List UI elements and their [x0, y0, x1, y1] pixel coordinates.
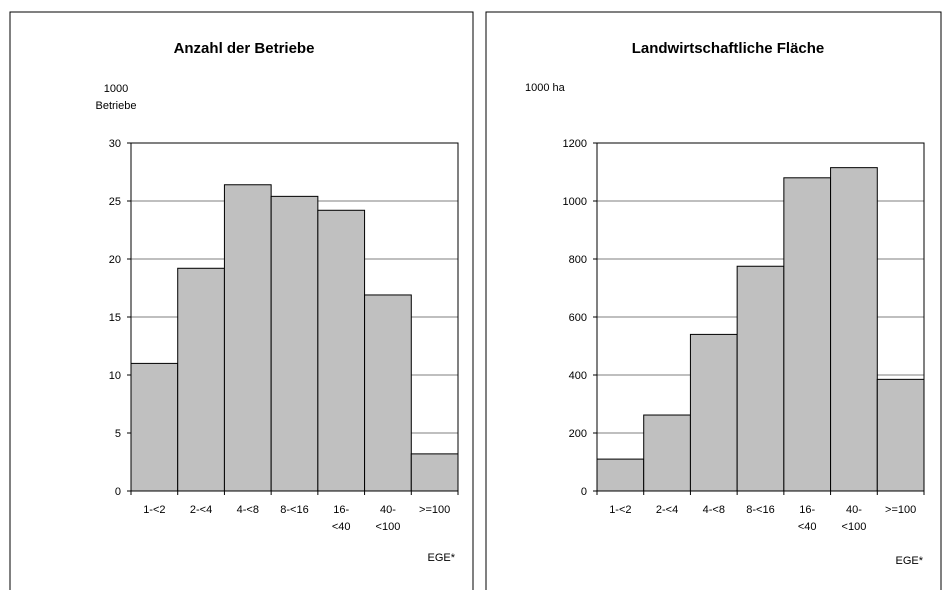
- x-tick-label: 4-<8: [703, 504, 725, 516]
- y-axis-unit-line-1: 1000 ha: [525, 82, 566, 94]
- x-tick-labels: 1-<2 2-<4 4-<8 8-<16 16- <40 40- <100 >=100: [596, 491, 925, 533]
- bar: [317, 209, 366, 492]
- x-tick-label: 16-: [799, 504, 815, 516]
- y-axis-unit-line-2: Betriebe: [96, 100, 137, 112]
- y-tick-labels: 0 5 10 15 20 25 30: [109, 138, 131, 498]
- bar: [177, 267, 225, 492]
- x-tick-label: 8-<16: [280, 504, 308, 516]
- bar: [223, 184, 272, 492]
- x-tick-label: 16-: [333, 504, 349, 516]
- x-tick-label: 2-<4: [656, 504, 678, 516]
- x-tick-label: <40: [332, 521, 351, 533]
- x-tick-label: <100: [376, 521, 401, 533]
- bar: [643, 414, 691, 492]
- bar: [876, 378, 925, 492]
- chart-title: Anzahl der Betriebe: [174, 40, 315, 57]
- x-tick-label: 40-: [846, 504, 862, 516]
- y-tick-label: 0: [115, 486, 121, 498]
- x-tick-label: <100: [842, 521, 867, 533]
- y-tick-label: 1000: [563, 196, 587, 208]
- y-axis-unit-line-1: 1000: [104, 83, 128, 95]
- x-tick-label: 40-: [380, 504, 396, 516]
- x-tick-label: >=100: [419, 504, 450, 516]
- y-tick-label: 400: [569, 370, 587, 382]
- y-tick-label: 5: [115, 428, 121, 440]
- y-tick-label: 1200: [563, 138, 587, 150]
- x-tick-label: 1-<2: [143, 504, 165, 516]
- x-axis-unit: EGE*: [895, 555, 923, 567]
- y-tick-label: 30: [109, 138, 121, 150]
- bar: [364, 294, 412, 492]
- y-tick-label: 800: [569, 254, 587, 266]
- y-tick-label: 600: [569, 312, 587, 324]
- chart-title: Landwirtschaftliche Fläche: [632, 40, 825, 57]
- y-tick-label: 15: [109, 312, 121, 324]
- chart-panel-betriebe: Anzahl der Betriebe 1000 Betriebe 0 5 10 15…: [9, 11, 474, 590]
- bar: [736, 265, 785, 492]
- y-tick-labels: 0 200 400 600 800 1000 1200: [563, 138, 597, 498]
- plot-area: [130, 142, 459, 492]
- bar: [830, 167, 878, 492]
- x-tick-labels: 1-<2 2-<4 4-<8 8-<16 16- <40 40- <100 >=100: [130, 491, 459, 533]
- bars: [130, 184, 459, 492]
- bar: [130, 362, 179, 492]
- bar: [410, 453, 459, 492]
- bar: [783, 177, 832, 492]
- y-tick-label: 0: [581, 486, 587, 498]
- x-tick-label: >=100: [885, 504, 916, 516]
- chart-panel-flaeche: Landwirtschaftliche Fläche 1000 ha 0 200 4…: [485, 11, 942, 590]
- bar: [270, 195, 319, 492]
- bars: [596, 167, 925, 492]
- x-axis-unit: EGE*: [427, 552, 455, 564]
- x-tick-label: 4-<8: [237, 504, 259, 516]
- y-tick-label: 25: [109, 196, 121, 208]
- y-tick-label: 10: [109, 370, 121, 382]
- y-tick-label: 200: [569, 428, 587, 440]
- bar: [689, 333, 738, 492]
- x-tick-label: 8-<16: [746, 504, 774, 516]
- x-tick-label: 2-<4: [190, 504, 212, 516]
- bar: [596, 458, 645, 492]
- x-tick-label: <40: [798, 521, 817, 533]
- y-tick-label: 20: [109, 254, 121, 266]
- x-tick-label: 1-<2: [609, 504, 631, 516]
- plot-area: [596, 142, 925, 492]
